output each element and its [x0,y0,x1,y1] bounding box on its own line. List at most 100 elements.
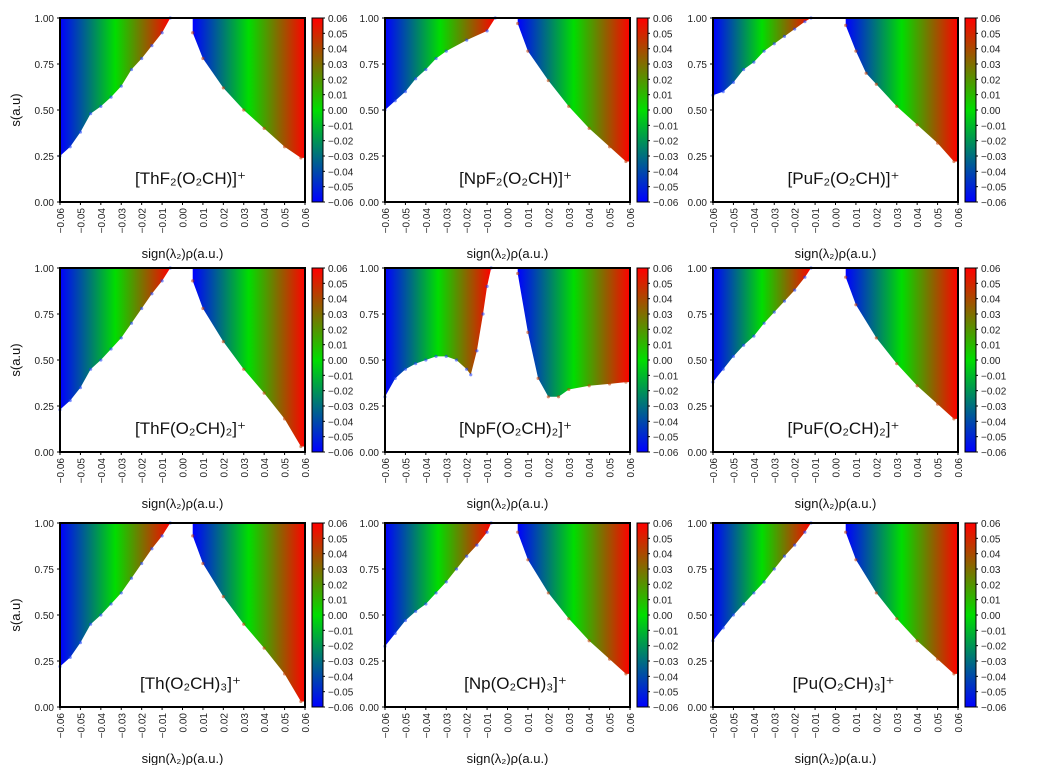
y-tick-label: 0.25 [360,657,380,668]
y-tick-label: 0.75 [35,565,55,576]
colorbar-tick-label: −0.01 [328,371,354,382]
colorbar-tick-label: 0.06 [981,14,1001,25]
panel-title: [PuF₂(O₂CH)]⁺ [788,169,900,188]
data-point [150,44,154,48]
colorbar [311,522,324,708]
x-tick-label: −0.01 [811,208,822,234]
y-tick-label: 0.50 [35,106,55,117]
y-tick-label: 0.25 [35,402,55,413]
colorbar-tick-label: 0.06 [653,264,673,275]
colorbar-tick-label: −0.05 [981,433,1007,444]
x-tick-label: 0.04 [913,713,924,733]
data-point [526,49,530,53]
data-point [444,580,448,584]
data-point [485,530,489,534]
colorbar-tick-label: 0.04 [981,45,1001,56]
x-tick-label: 0.01 [852,458,863,478]
x-tick-label: −0.04 [97,208,108,234]
colorbar-tick-label: 0.04 [328,550,348,561]
colorbar-tick-label: −0.04 [981,672,1007,683]
data-point [624,672,628,676]
x-tick-label: 0.02 [872,713,883,733]
y-tick-label: 0.50 [360,356,380,367]
data-point [160,279,164,283]
colorbar-tick-label: 0.03 [981,310,1001,321]
colorbar-tick-label: 0.02 [653,580,673,591]
colorbar-tick-label: −0.03 [981,657,1007,668]
colorbar-tick-label: −0.04 [653,417,679,428]
colorbar-tick-label: −0.05 [328,183,354,194]
panel-title: [Pu(O₂CH)₃]⁺ [793,674,895,693]
data-point [587,639,591,643]
data-point [624,159,628,164]
colorbar-tick-label: 0.03 [981,60,1001,71]
y-axis-label: s(a.u) [8,343,23,376]
colorbar-tick-label: 0.04 [328,45,348,56]
x-tick-label: −0.05 [401,208,412,234]
colorbar-tick-label: −0.06 [328,448,354,459]
x-tick-label: −0.04 [422,458,433,484]
data-point [567,104,571,108]
data-point [516,21,520,26]
data-point [742,602,746,606]
x-tick-label: −0.04 [422,208,433,234]
x-tick-label: −0.06 [709,458,720,484]
data-point [262,391,266,395]
series-region-2 [192,523,305,702]
colorbar [636,17,649,203]
colorbar-tick-label: 0.02 [328,325,348,336]
data-point [414,362,418,366]
data-point [393,376,397,380]
y-tick-label: 1.00 [688,519,708,530]
data-point [78,641,83,645]
data-point [454,358,459,362]
x-tick-label: 0.02 [872,208,883,228]
colorbar-tick-label: 0.02 [653,75,673,86]
x-tick-label: 0.05 [281,713,292,733]
data-point [731,613,736,617]
y-tick-label: 0.75 [360,565,380,576]
data-point [567,387,571,392]
colorbar-tick-label: 0.01 [981,596,1001,607]
data-point [150,292,154,296]
y-tick-label: 1.00 [360,519,380,530]
x-tick-label: 0.01 [199,458,210,478]
colorbar-tick-label: 0.01 [328,596,348,607]
x-tick-label: 0.06 [954,713,965,733]
colorbar-tick-label: 0.04 [328,295,348,306]
data-point [864,71,868,75]
x-tick-label: −0.03 [770,458,781,484]
data-point [935,402,940,406]
x-tick-label: 0.00 [179,208,190,228]
data-point [546,591,550,595]
data-point [475,543,479,547]
x-tick-label: −0.04 [422,713,433,739]
data-point [952,159,956,164]
colorbar-tick-label: 0.04 [653,550,673,561]
data-point [772,42,776,46]
x-tick-label: −0.05 [76,713,87,739]
colorbar-tick-label: −0.04 [653,167,679,178]
series-region-2 [192,268,305,447]
x-tick-label: 0.02 [544,713,555,733]
colorbar-tick-label: 0.00 [328,106,348,117]
panel-title: [PuF(O₂CH)₂]⁺ [788,419,900,438]
data-point [403,90,408,94]
data-point [607,382,612,386]
colorbar-tick-label: −0.03 [981,402,1007,413]
y-tick-label: 0.50 [688,611,708,622]
data-point [752,60,756,64]
data-point [109,95,113,99]
x-tick-label: −0.05 [729,713,740,739]
series-region-1 [385,268,492,397]
y-tick-label: 0.75 [688,60,708,71]
colorbar-tick-label: −0.03 [653,402,679,413]
data-point [201,306,205,311]
data-point [465,367,469,371]
colorbar-tick-label: 0.02 [328,75,348,86]
x-axis-label: sign(λ₂)ρ(a.u.) [142,246,224,261]
data-point [403,367,408,371]
x-axis-label: sign(λ₂)ρ(a.u.) [795,751,877,765]
x-tick-label: −0.05 [729,458,740,484]
x-tick-label: −0.01 [483,208,494,234]
